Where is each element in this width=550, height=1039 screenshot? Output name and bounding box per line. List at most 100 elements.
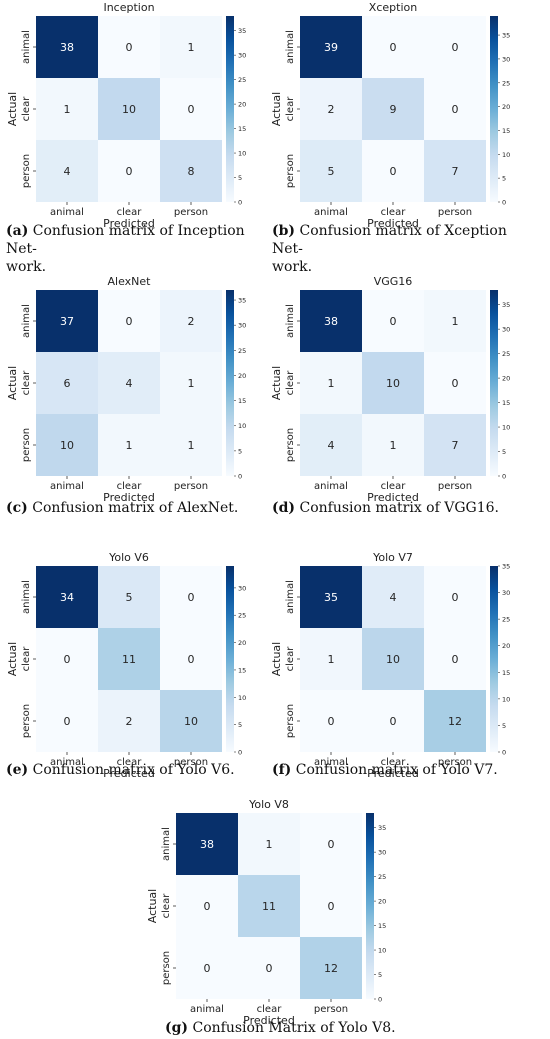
heatmap-cell xyxy=(424,140,486,202)
x-tick-label: animal xyxy=(50,207,84,218)
figure-caption: (a) Confusion matrix of Inception Net-wo… xyxy=(6,222,256,276)
chart-title: Inception xyxy=(103,1,154,14)
colorbar-tick-label: 35 xyxy=(502,32,510,40)
cell-value-label: 0 xyxy=(390,41,397,54)
heatmap-cell xyxy=(238,813,300,875)
colorbar xyxy=(226,16,234,202)
caption-text-continued: work. xyxy=(6,259,47,275)
x-tick-label: person xyxy=(438,481,472,492)
heatmap-cell xyxy=(300,140,362,202)
chart-title: Xception xyxy=(369,1,417,14)
cell-value-label: 2 xyxy=(188,315,195,328)
colorbar xyxy=(490,566,498,752)
cell-value-label: 1 xyxy=(328,653,335,666)
colorbar-tick-label: 15 xyxy=(502,127,510,135)
cell-value-label: 4 xyxy=(328,439,335,452)
caption-label: (g) xyxy=(165,1020,189,1036)
heatmap-cell xyxy=(424,414,486,476)
colorbar-tick-label: 0 xyxy=(502,749,506,757)
y-tick-label: animal xyxy=(285,580,296,614)
heatmap-cell xyxy=(98,290,160,352)
x-axis-label: Predicted xyxy=(367,491,419,504)
x-tick-label: clear xyxy=(117,207,143,218)
cell-value-label: 1 xyxy=(390,439,397,452)
colorbar-tick-label: 0 xyxy=(238,749,242,757)
heatmap-cell xyxy=(300,628,362,690)
heatmap-cell xyxy=(300,813,362,875)
cell-value-label: 34 xyxy=(60,591,74,604)
x-tick-label: clear xyxy=(381,207,407,218)
colorbar-tick-label: 30 xyxy=(378,849,386,857)
confusion-matrix-3: AlexNet 37 0 2 6 4 1 10 1 1 animal clear person Predi… xyxy=(6,275,246,504)
caption-text: Confusion matrix of Inception Net- xyxy=(6,223,245,257)
cell-value-label: 12 xyxy=(324,962,338,975)
colorbar-tick-label: 25 xyxy=(378,873,386,881)
cell-value-label: 11 xyxy=(262,900,276,913)
heatmap-cell xyxy=(424,16,486,78)
confusion-matrix-6: Yolo V7 35 4 0 1 10 0 0 0 12 animal clear person Pred… xyxy=(270,551,510,780)
x-tick-label: clear xyxy=(117,481,143,492)
heatmap-cell xyxy=(300,414,362,476)
y-tick-label: clear xyxy=(21,646,32,672)
y-tick-label: person xyxy=(285,428,296,462)
confusion-matrix-4: VGG16 38 0 1 1 10 0 4 1 7 animal clear person Predict… xyxy=(270,275,510,504)
colorbar-tick-label: 30 xyxy=(238,322,246,330)
heatmap-cell xyxy=(424,78,486,140)
y-tick-label: clear xyxy=(285,370,296,396)
heatmap-cell xyxy=(300,290,362,352)
heatmap-cell xyxy=(424,566,486,628)
heatmap-cell xyxy=(36,140,98,202)
heatmap-cell xyxy=(424,352,486,414)
y-tick-label: person xyxy=(21,428,32,462)
x-tick-label: animal xyxy=(50,481,84,492)
cell-value-label: 38 xyxy=(200,838,214,851)
cell-value-label: 35 xyxy=(324,591,338,604)
cell-value-label: 0 xyxy=(266,962,273,975)
x-tick-label: animal xyxy=(314,757,348,768)
colorbar xyxy=(490,290,498,476)
colorbar-tick-label: 30 xyxy=(502,326,510,334)
colorbar-tick-label: 10 xyxy=(238,150,246,158)
colorbar-tick-label: 15 xyxy=(502,399,510,407)
cell-value-label: 39 xyxy=(324,41,338,54)
x-tick-label: person xyxy=(438,757,472,768)
colorbar-tick-label: 10 xyxy=(238,422,246,430)
colorbar-tick-label: 35 xyxy=(502,563,510,571)
figure-caption: (d) Confusion matrix of VGG16. xyxy=(272,499,522,517)
heatmap-cell xyxy=(98,352,160,414)
y-tick-label: animal xyxy=(161,827,172,861)
x-axis-label: Predicted xyxy=(103,491,155,504)
heatmap-cell xyxy=(98,16,160,78)
cell-value-label: 1 xyxy=(188,439,195,452)
figure-caption: (c) Confusion matrix of AlexNet. xyxy=(6,499,256,517)
cell-value-label: 0 xyxy=(452,653,459,666)
colorbar-tick-label: 35 xyxy=(502,301,510,309)
chart-title: Yolo V7 xyxy=(372,551,413,564)
cell-value-label: 0 xyxy=(188,591,195,604)
heatmap-cell xyxy=(160,16,222,78)
colorbar-tick-label: 25 xyxy=(238,612,246,620)
heatmap-cell xyxy=(300,875,362,937)
cell-value-label: 6 xyxy=(64,377,71,390)
heatmap-cell xyxy=(160,290,222,352)
caption-text-continued: work. xyxy=(272,259,313,275)
caption-text: Confusion matrix of Xception Net- xyxy=(272,223,507,257)
y-axis-label: Actual xyxy=(6,92,19,126)
x-tick-label: person xyxy=(174,757,208,768)
heatmap-cell xyxy=(176,937,238,999)
y-tick-label: person xyxy=(285,704,296,738)
cell-value-label: 0 xyxy=(188,103,195,116)
colorbar-tick-label: 0 xyxy=(502,473,506,481)
heatmap-cell xyxy=(362,566,424,628)
x-axis-label: Predicted xyxy=(367,217,419,230)
figure-caption: (f) Confusion matrix of Yolo V7. xyxy=(272,761,522,779)
y-tick-label: clear xyxy=(21,96,32,122)
colorbar xyxy=(366,813,374,999)
heatmap-cell xyxy=(300,16,362,78)
caption-label: (c) xyxy=(6,500,28,516)
x-tick-label: clear xyxy=(117,757,143,768)
x-axis-label: Predicted xyxy=(367,767,419,780)
heatmap-cell xyxy=(98,566,160,628)
caption-text: Confusion matrix of VGG16. xyxy=(299,500,499,516)
heatmap-cell xyxy=(300,937,362,999)
